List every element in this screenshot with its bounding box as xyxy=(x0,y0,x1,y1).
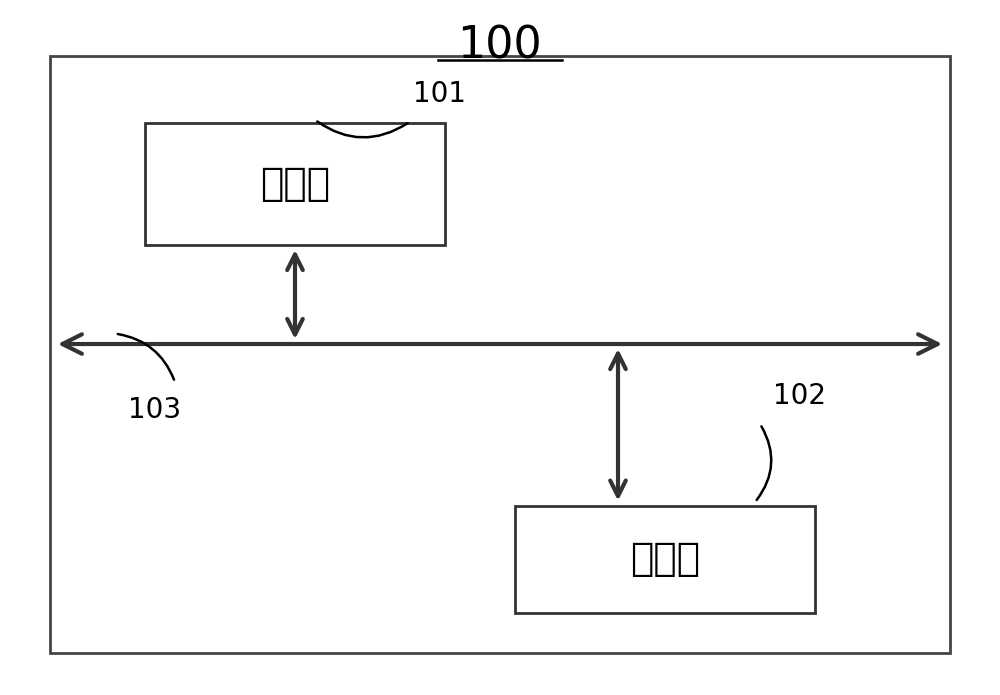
Text: 101: 101 xyxy=(414,80,466,108)
Text: 102: 102 xyxy=(774,382,826,410)
Text: 103: 103 xyxy=(128,396,182,424)
Bar xyxy=(50,56,950,653)
Text: 存储器: 存储器 xyxy=(630,541,700,578)
Text: 100: 100 xyxy=(458,24,542,67)
Bar xyxy=(515,505,815,613)
Bar xyxy=(145,123,445,245)
Text: 处理器: 处理器 xyxy=(260,165,330,203)
